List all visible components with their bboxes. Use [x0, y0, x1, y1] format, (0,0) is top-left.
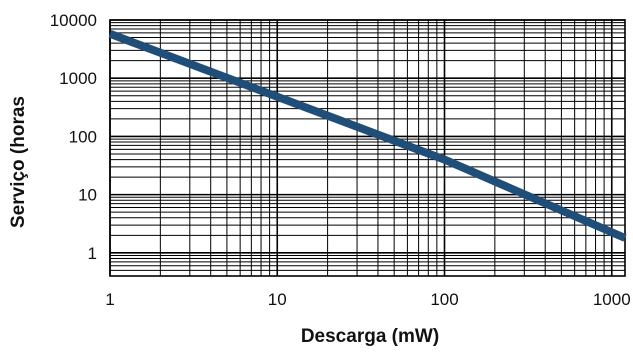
grid	[109, 19, 626, 277]
plot-frame	[109, 19, 626, 277]
x-axis-title: Descarga (mW)	[301, 326, 439, 347]
y-tick-label-2: 100	[69, 127, 97, 146]
y-tick-label-3: 1000	[59, 69, 97, 88]
y-axis-title: Serviço (horas	[8, 96, 29, 228]
x-tick-label-1: 10	[268, 290, 287, 309]
y-tick-label-4: 10000	[50, 11, 97, 30]
x-tick-label-3: 1000	[593, 290, 631, 309]
y-tick-labels: 1 10 100 1000 10000	[50, 11, 97, 263]
x-tick-label-0: 1	[105, 290, 114, 309]
x-tick-labels: 1 10 100 1000	[105, 290, 630, 309]
y-tick-label-1: 10	[78, 186, 97, 205]
x-tick-label-2: 100	[430, 290, 458, 309]
series-line-0	[108, 30, 627, 242]
y-tick-label-0: 1	[88, 244, 97, 263]
series-group	[108, 30, 627, 242]
